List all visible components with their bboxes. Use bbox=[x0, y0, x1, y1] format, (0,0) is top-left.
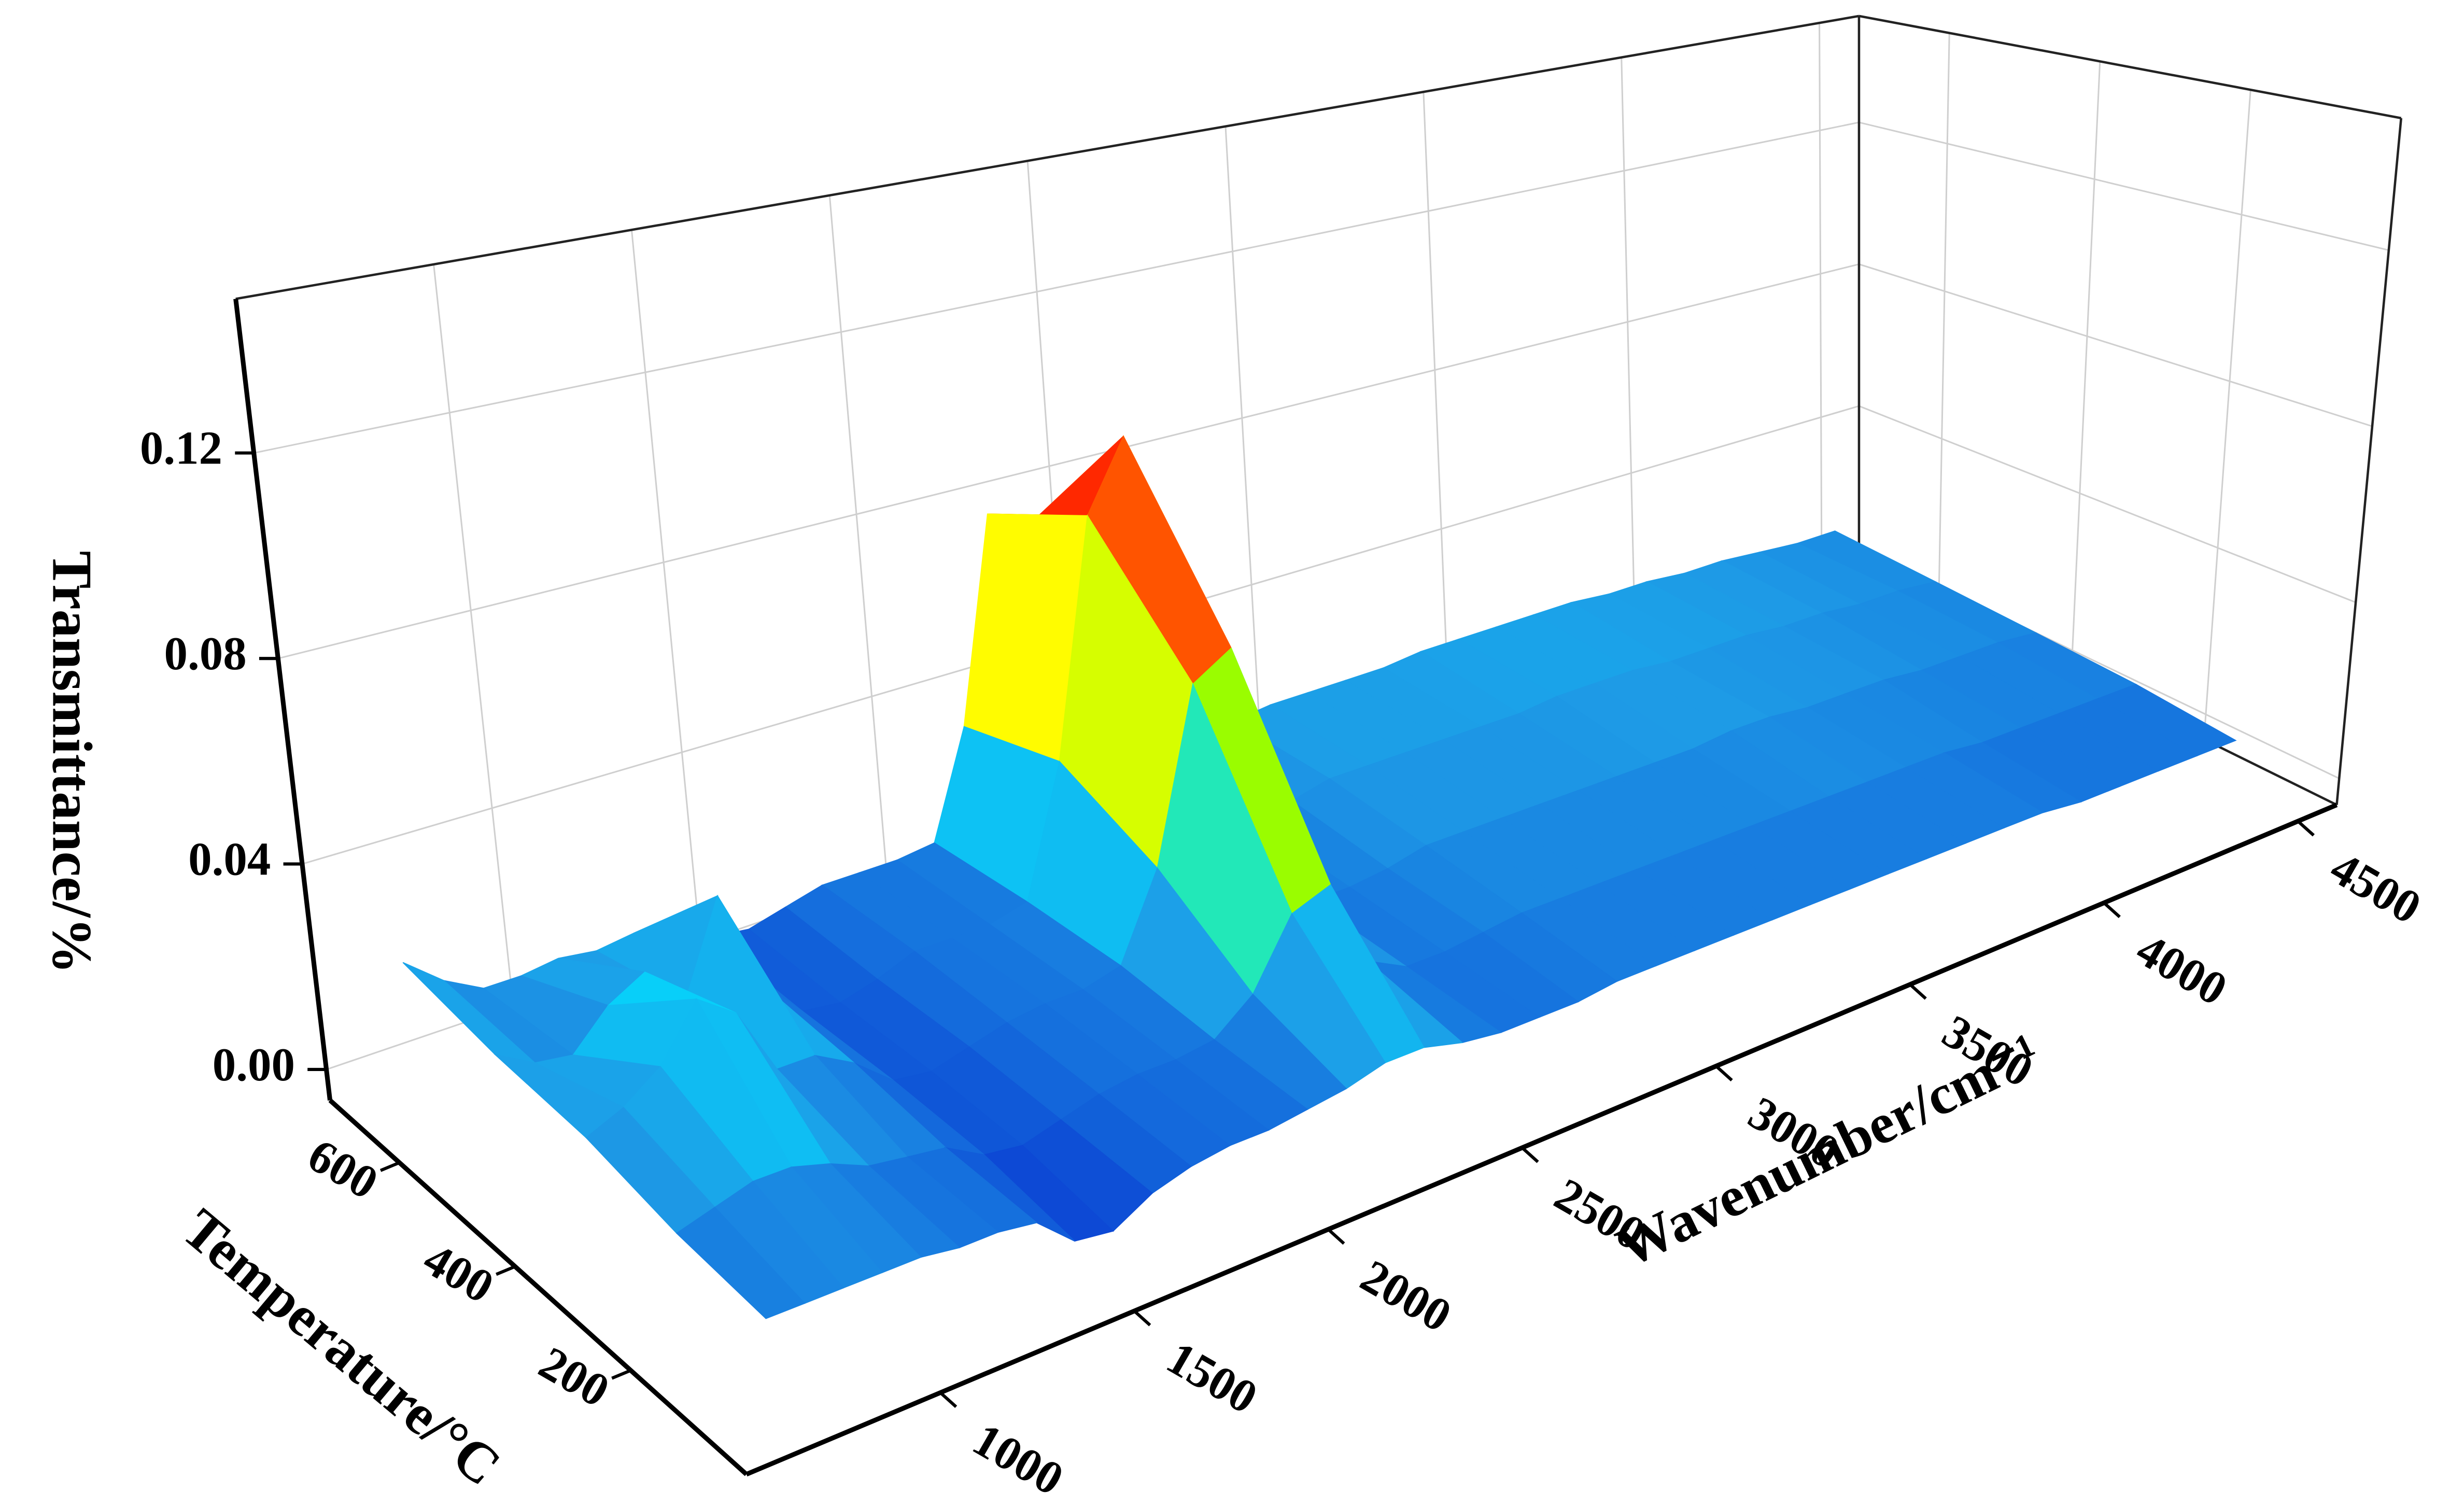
grid-line bbox=[2203, 90, 2251, 740]
box-edge bbox=[1858, 15, 2402, 120]
y-axis-title: Temperature/°C bbox=[171, 1197, 513, 1497]
x-tick bbox=[1327, 1228, 1345, 1245]
x-tick-label: 4000 bbox=[2128, 923, 2236, 1015]
grid-line bbox=[1819, 23, 1823, 582]
x-tick bbox=[1133, 1310, 1151, 1327]
grid-line bbox=[1938, 33, 1950, 609]
surface-cell bbox=[675, 1206, 806, 1319]
y-tick bbox=[379, 1161, 400, 1172]
x-tick bbox=[939, 1391, 958, 1408]
x-tick-label: 1500 bbox=[1158, 1331, 1266, 1424]
grid-line bbox=[1423, 92, 1450, 712]
x-tick-label: 1000 bbox=[964, 1413, 1072, 1505]
x-tick-label: 4500 bbox=[2322, 841, 2430, 934]
box-edge bbox=[2335, 118, 2403, 805]
surface bbox=[402, 435, 2237, 1319]
z-tick-label: 0.00 bbox=[213, 1038, 295, 1091]
z-tick-label: 0.12 bbox=[140, 422, 222, 474]
grid-line bbox=[630, 230, 704, 971]
grid-line bbox=[1858, 263, 2373, 427]
z-tick-label: 0.08 bbox=[164, 627, 247, 680]
x-axis bbox=[745, 803, 2338, 1477]
grid-line bbox=[1621, 57, 1636, 647]
grid-line bbox=[2071, 61, 2101, 674]
grid-line bbox=[1858, 121, 2389, 251]
right-wall bbox=[1858, 16, 2401, 805]
x-tick-label: 2000 bbox=[1352, 1249, 1460, 1342]
x-tick bbox=[2103, 902, 2121, 919]
z-tick-label: 0.04 bbox=[188, 833, 271, 885]
grid-line bbox=[277, 263, 1860, 659]
z-axis bbox=[233, 298, 333, 1101]
grid-line bbox=[1858, 405, 2356, 603]
grid-line bbox=[254, 121, 1860, 454]
box-edge bbox=[235, 15, 1860, 300]
y-tick bbox=[496, 1265, 516, 1276]
x-tick bbox=[1909, 983, 1927, 1000]
y-tick bbox=[611, 1369, 631, 1380]
x-axis-title: Wavenumber/cm⁻¹ bbox=[1607, 1021, 2049, 1279]
x-tick bbox=[1521, 1146, 1539, 1163]
z-axis-title: Transmittance/% bbox=[40, 551, 103, 974]
x-tick bbox=[2297, 820, 2315, 837]
grid-line bbox=[1224, 126, 1263, 777]
x-tick bbox=[1715, 1065, 1733, 1081]
grid-line bbox=[433, 264, 517, 1036]
grid-line bbox=[828, 195, 891, 906]
y-axis bbox=[328, 1099, 748, 1476]
